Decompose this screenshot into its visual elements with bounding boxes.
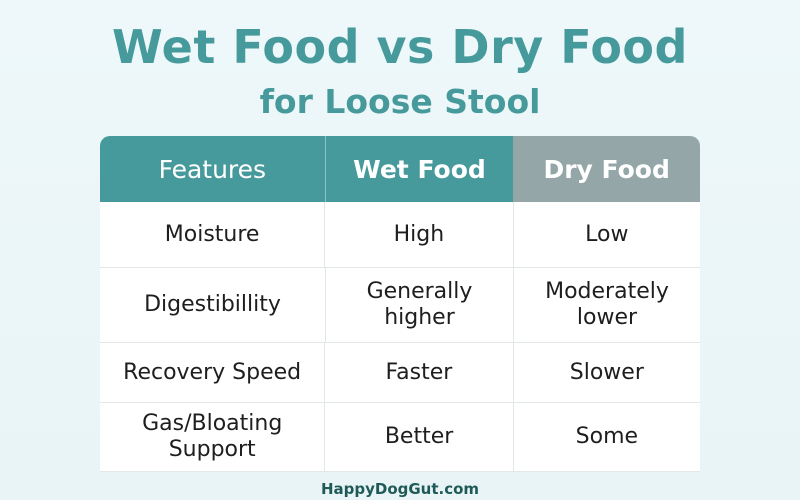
wet-cell: Faster [324,343,512,402]
feature-cell: Moisture [164,221,260,247]
header-dry-food: Dry Food [513,136,700,202]
header-wet-food: Wet Food [324,136,514,202]
feature-cell: Gas/Bloating Support [142,411,283,462]
wet-cell: High [324,202,512,267]
table-row: Digestibillity Generally higher Moderate… [100,268,700,343]
table-header: Features Wet Food Dry Food [100,136,700,202]
table-row: Gas/Bloating Support Better Some [100,403,700,472]
page-subtitle: for Loose Stool [259,82,541,121]
table-row: Recovery Speed Faster Slower [100,343,700,403]
wet-cell: Generally higher [325,268,513,342]
wet-cell: Better [324,403,512,471]
dry-cell: Slower [512,343,700,402]
dry-cell: Moderately lower [513,268,700,342]
dry-cell: Low [512,202,700,267]
feature-cell: Digestibillity [144,292,281,317]
header-features: Features [100,136,325,202]
page-title: Wet Food vs Dry Food [112,20,688,74]
site-watermark: HappyDogGut.com [320,480,480,498]
comparison-table: Features Wet Food Dry Food Moisture High… [100,136,700,472]
feature-cell: Recovery Speed [123,359,302,385]
table-row: Moisture High Low [100,202,700,268]
dry-cell: Some [512,403,700,471]
